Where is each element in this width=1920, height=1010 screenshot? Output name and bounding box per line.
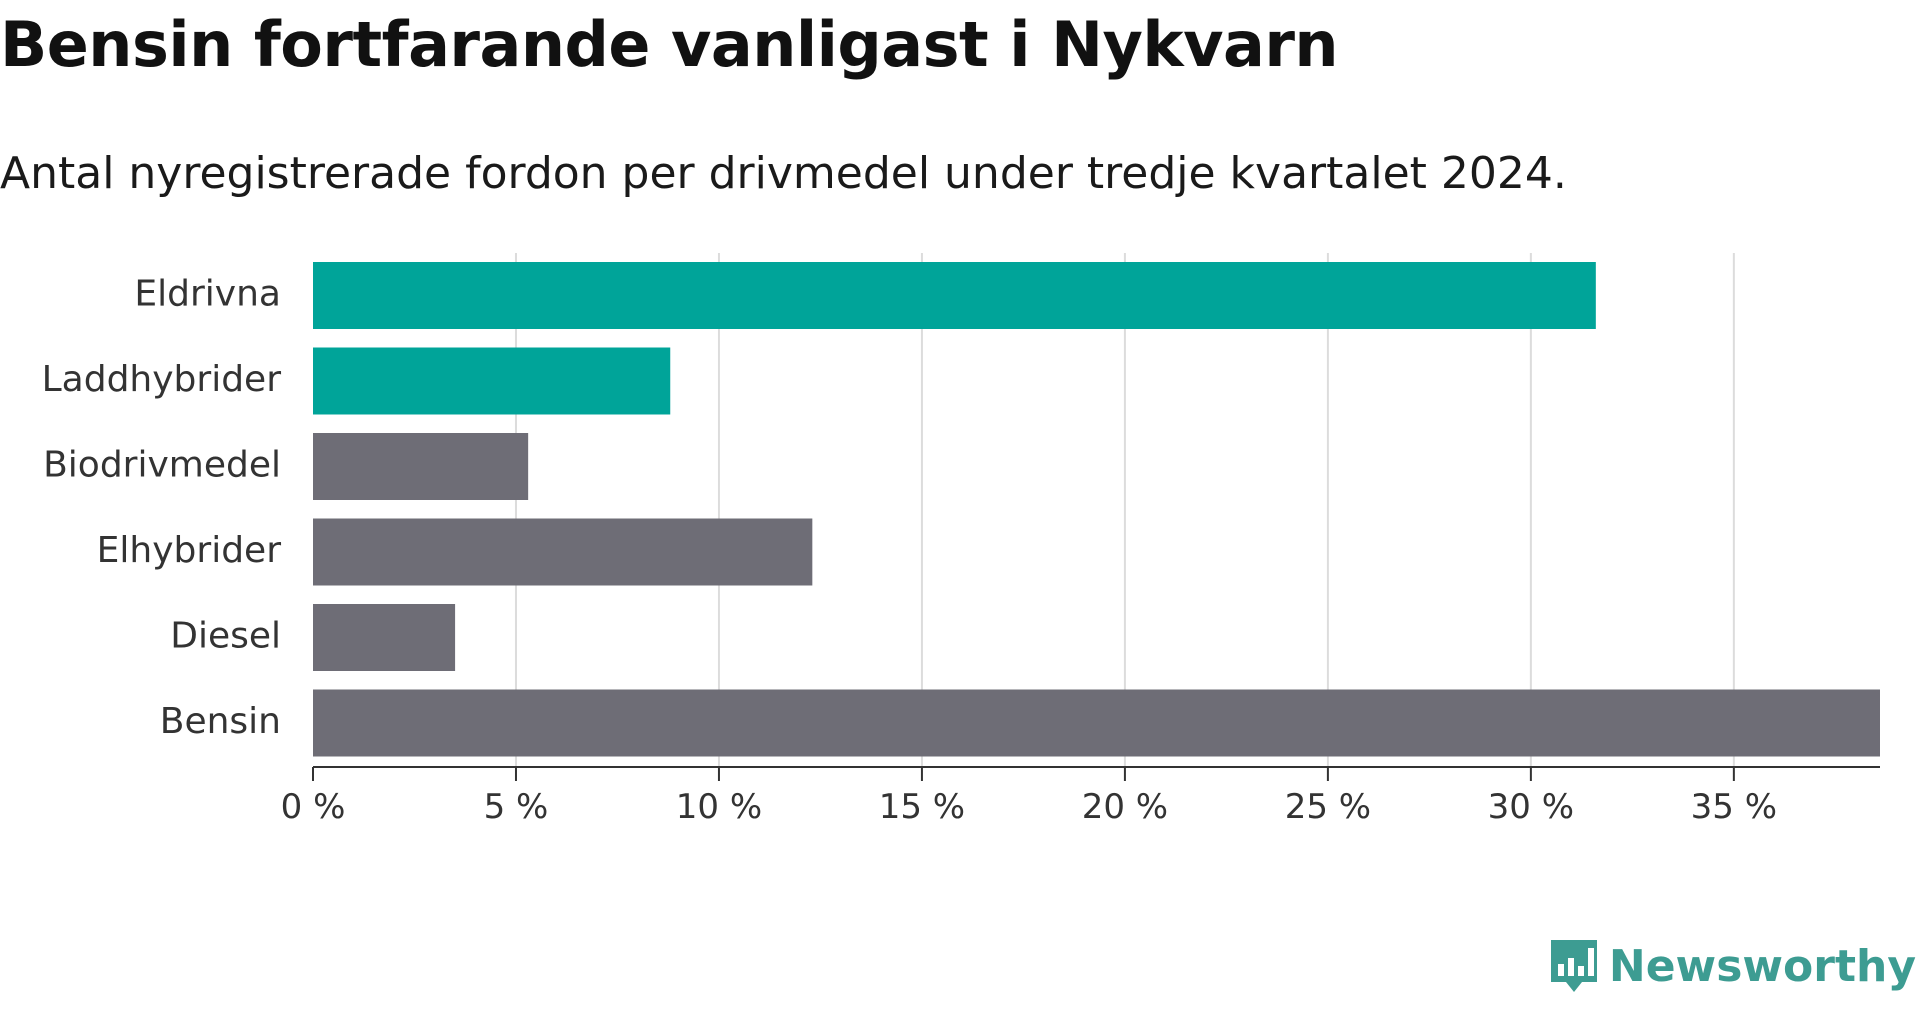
- brand-name: Newsworthy: [1608, 940, 1916, 992]
- x-tick-label: 5 %: [484, 787, 549, 827]
- x-tick-label: 30 %: [1488, 787, 1574, 827]
- bar: [313, 347, 671, 415]
- category-label: Laddhybrider: [42, 359, 282, 400]
- category-label: Eldrivna: [134, 274, 281, 315]
- x-tick-label: 10 %: [676, 787, 762, 827]
- category-label: Elhybrider: [97, 530, 282, 571]
- bar: [313, 433, 529, 500]
- x-tick-label: 25 %: [1285, 787, 1371, 827]
- bar: [313, 518, 813, 586]
- category-label: Diesel: [170, 616, 281, 657]
- chart-subtitle: Antal nyregistrerade fordon per drivmede…: [0, 148, 1567, 199]
- brand-logo: Newsworthy: [1549, 936, 1916, 996]
- category-label: Biodrivmedel: [43, 445, 281, 486]
- chart-title: Bensin fortfarande vanligast i Nykvarn: [0, 8, 1339, 81]
- x-tick-label: 15 %: [879, 787, 965, 827]
- x-tick-label: 20 %: [1082, 787, 1168, 827]
- bar: [313, 689, 1880, 757]
- x-tick-label: 35 %: [1691, 787, 1777, 827]
- category-label: Bensin: [160, 701, 281, 742]
- x-tick-label: 0 %: [281, 787, 346, 827]
- bar: [313, 604, 456, 671]
- bar: [313, 262, 1596, 329]
- bar-chart-icon: [1550, 940, 1597, 992]
